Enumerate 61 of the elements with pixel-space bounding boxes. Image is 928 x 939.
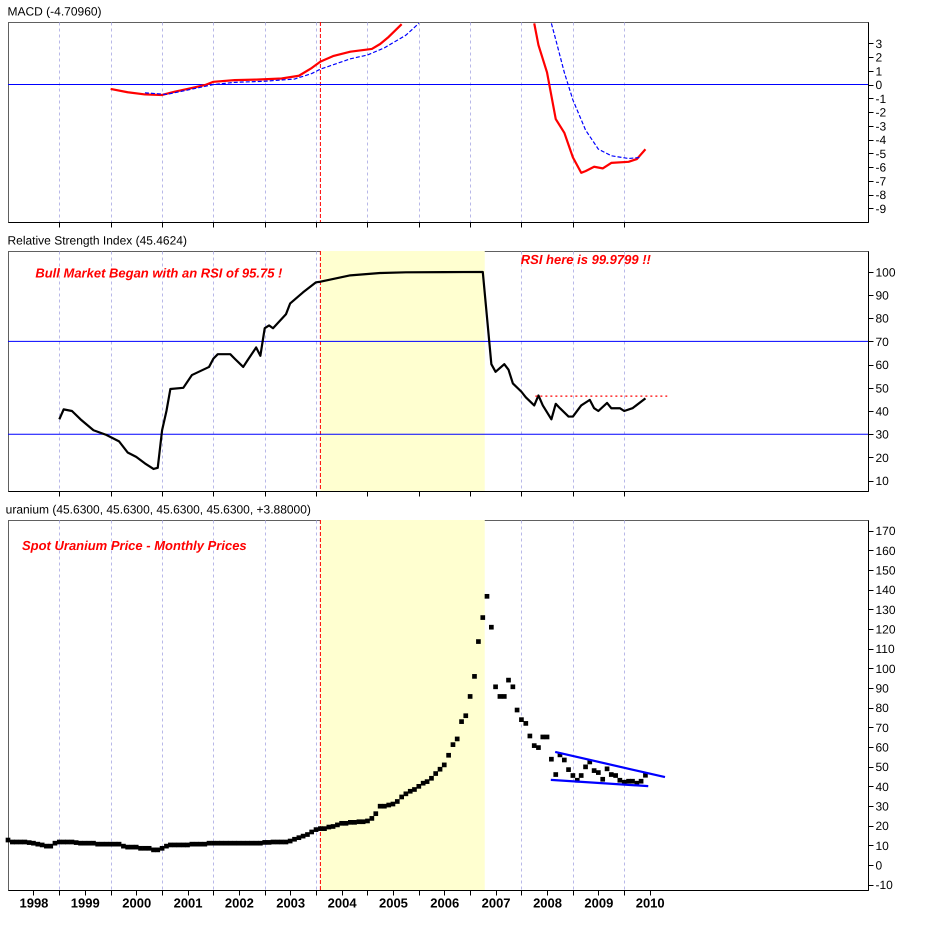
y-tick-label: 80 [876,701,890,716]
y-tick-label: 0 [876,78,882,92]
x-tick-label: 1999 [70,896,100,910]
y-tick-label: 20 [876,450,890,465]
annotation: RSI here is 99.9799 !! [520,252,652,267]
y-tick-label: -2 [876,106,886,120]
y-tick-label: 1 [876,64,882,78]
y-tick-label: 3 [876,36,882,51]
y-tick-label: -1 [876,92,886,106]
y-tick-label: 80 [876,312,890,326]
x-tick-label: 1998 [19,896,48,910]
chart-title: Relative Strength Index (45.4624) [8,234,187,248]
y-tick-label: 70 [876,720,890,735]
y-tick-label: 50 [876,381,890,396]
y-tick-label: -4 [876,133,886,148]
x-tick-label: 2002 [224,896,254,910]
y-tick-label: -8 [876,188,886,202]
y-tick-label: 60 [876,740,890,754]
y-tick-label: 100 [876,662,896,676]
y-tick-label: -9 [876,202,886,216]
y-tick-label: 30 [876,800,890,814]
annotation: Bull Market Began with an RSI of 95.75 ! [35,266,284,281]
y-tick-label: 10 [876,838,890,853]
y-tick-label: 20 [876,819,890,834]
y-tick-label: 120 [876,622,896,636]
x-tick-label: 2009 [584,896,614,910]
y-tick-label: 130 [876,602,896,617]
y-tick-label: 40 [876,780,890,794]
y-tick-label: 170 [876,524,896,538]
y-tick-label: -6 [876,160,886,175]
y-tick-label: 60 [876,358,890,372]
y-tick-label: 140 [876,583,896,598]
x-tick-label: 2004 [328,896,358,910]
y-tick-label: 2 [876,50,882,65]
y-tick-label: 110 [876,642,895,656]
chart-title: MACD (-4.70960) [8,4,102,18]
y-tick-label: -10 [876,878,894,892]
x-tick-label: 2001 [174,896,202,910]
y-tick-label: 100 [876,265,896,280]
chart-title: uranium (45.6300, 45.6300, 45.6300, 45.6300, +3.88000) [6,502,311,516]
y-tick-label: -7 [876,174,886,188]
y-tick-label: 0 [876,858,882,873]
y-tick-label: 90 [876,681,890,696]
y-tick-label: -3 [876,119,886,134]
y-tick-label: 70 [876,334,890,349]
annotation: Spot Uranium Price - Monthly Prices [22,538,247,553]
x-tick-label: 2000 [122,896,152,910]
y-tick-label: -5 [876,146,886,161]
y-tick-label: 40 [876,404,890,418]
y-tick-label: 150 [876,563,896,578]
x-tick-label: 2008 [533,896,562,910]
x-tick-label: 2005 [378,896,408,910]
y-tick-label: 160 [876,544,896,558]
y-tick-label: 10 [876,474,890,488]
x-tick-label: 2003 [276,896,306,910]
x-tick-label: 2006 [430,896,460,910]
y-tick-label: 50 [876,760,890,774]
y-tick-label: 90 [876,288,890,303]
x-tick-label: 2007 [482,896,511,910]
x-tick-label: 2010 [636,896,665,910]
y-tick-label: 30 [876,428,890,442]
